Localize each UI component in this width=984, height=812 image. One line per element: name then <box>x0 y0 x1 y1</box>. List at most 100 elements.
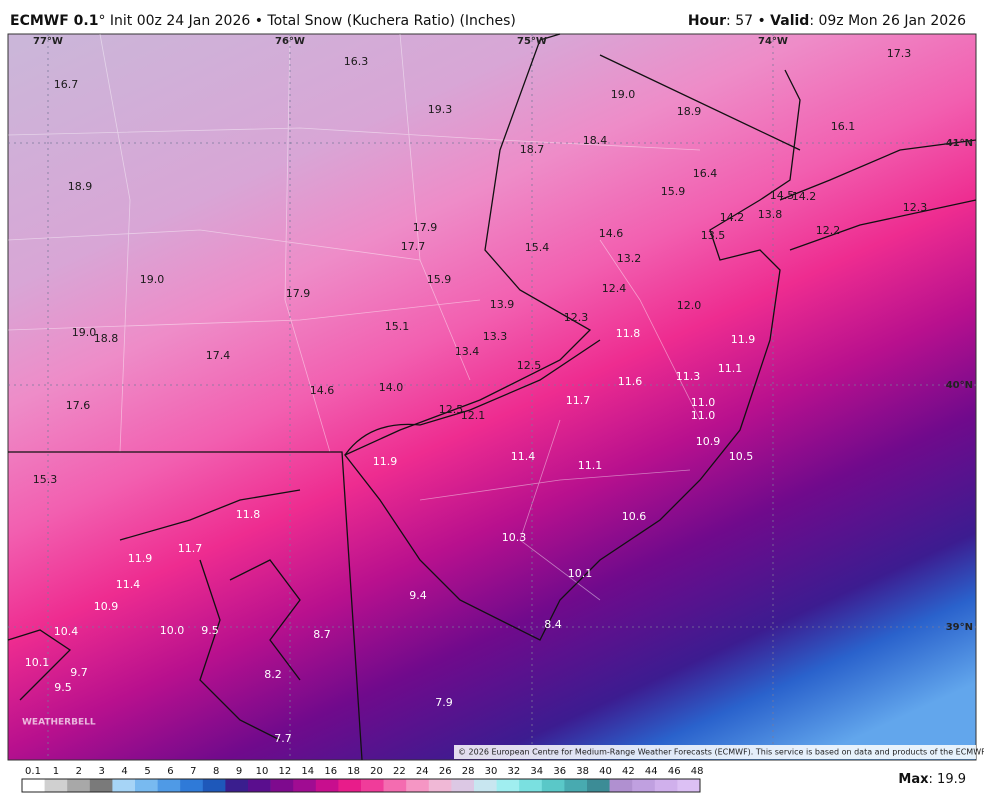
snow-value: 11.7 <box>178 542 203 555</box>
text-run: Valid <box>770 13 809 29</box>
snow-value: 17.3 <box>887 47 912 60</box>
text-run: : 19.9 <box>929 772 966 787</box>
legend-swatch <box>248 779 271 792</box>
legend-swatch <box>202 779 226 792</box>
legend-swatch <box>22 779 45 792</box>
snow-value: 17.9 <box>413 221 438 234</box>
snow-value: 16.1 <box>831 120 856 133</box>
copyright-bg <box>454 745 976 759</box>
legend-swatch <box>406 779 430 792</box>
legend-tick: 7 <box>190 766 196 777</box>
snow-value: 12.0 <box>677 299 702 312</box>
legend-swatch <box>225 779 249 792</box>
snow-value: 13.2 <box>617 252 642 265</box>
snow-value: 19.0 <box>611 88 636 101</box>
legend-tick: 12 <box>279 766 292 777</box>
legend-swatch <box>67 779 91 792</box>
legend-swatch <box>564 779 588 792</box>
legend-tick: 28 <box>462 766 475 777</box>
snow-value: 9.4 <box>409 589 427 602</box>
legend-swatch <box>180 779 204 792</box>
legend-swatch <box>587 779 610 792</box>
snow-value: 12.5 <box>517 359 542 372</box>
legend-tick: 24 <box>416 766 429 777</box>
snow-value: 10.4 <box>54 625 79 638</box>
snow-value: 18.8 <box>94 332 119 345</box>
legend-swatch <box>496 779 520 792</box>
snow-value: 11.3 <box>676 370 701 383</box>
legend-swatch <box>293 779 317 792</box>
latitude-label: 40°N <box>946 380 973 391</box>
snow-value: 14.5 <box>770 189 795 202</box>
snow-value: 11.1 <box>578 459 603 472</box>
geo-labels: 77°W 76°W 75°W 74°W 41°N 40°N 39°N <box>33 36 973 633</box>
logo: WEATHERBELL <box>22 718 96 728</box>
legend-tick: 34 <box>530 766 543 777</box>
snow-value: 16.3 <box>344 55 369 68</box>
legend-tick: 10 <box>256 766 269 777</box>
snow-value: 17.4 <box>206 349 231 362</box>
snow-value: 9.5 <box>201 624 219 637</box>
legend-tick: 5 <box>144 766 150 777</box>
snow-value: 12.1 <box>461 409 486 422</box>
snow-value: 16.7 <box>54 78 79 91</box>
snow-values: 16.7 16.3 19.3 19.0 18.9 17.3 16.1 18.7 18.4 18.9… <box>25 47 928 745</box>
legend-swatch <box>44 779 68 792</box>
legend-swatch <box>519 779 543 792</box>
legend-tick: 20 <box>370 766 383 777</box>
snow-value: 18.7 <box>520 143 545 156</box>
snow-value: 10.0 <box>160 624 185 637</box>
legend-frame <box>21 778 701 793</box>
legend-tick: 32 <box>508 766 521 777</box>
snow-value: 14.6 <box>599 227 624 240</box>
snow-value: 10.9 <box>94 600 119 613</box>
snow-value: 11.9 <box>731 333 756 346</box>
legend-tick: 1 <box>53 766 59 777</box>
snow-value: 13.4 <box>455 345 480 358</box>
snow-value: 8.2 <box>264 668 282 681</box>
legend-tick: 4 <box>121 766 127 777</box>
snow-value: 11.8 <box>616 327 641 340</box>
legend-swatch <box>383 779 407 792</box>
legend-swatch <box>428 779 452 792</box>
header-left: ECMWF 0.1° Init 00z 24 Jan 2026 • Total … <box>10 13 516 29</box>
snow-value: 10.1 <box>25 656 50 669</box>
legend-swatch <box>157 779 181 792</box>
snow-value: 11.4 <box>511 450 536 463</box>
snow-value: 11.7 <box>566 394 591 407</box>
snow-value: 10.6 <box>622 510 647 523</box>
text-run: : 57 • <box>726 13 770 29</box>
snow-value: 13.5 <box>701 229 726 242</box>
legend: 0.1 1 2 3 4 5 6 7 8 9 10 12 14 16 18 20 22 24 26 28 30 32 34 36… <box>21 766 704 793</box>
legend-tick: 14 <box>301 766 314 777</box>
snow-value: 17.9 <box>286 287 311 300</box>
county-lines <box>7 33 701 601</box>
snow-value: 11.8 <box>236 508 261 521</box>
snow-value: 9.5 <box>54 681 72 694</box>
latitude-label: 39°N <box>946 622 973 633</box>
legend-tick: 30 <box>485 766 498 777</box>
legend-tick: 3 <box>99 766 105 777</box>
longitude-label: 75°W <box>517 36 547 47</box>
borders <box>7 33 977 761</box>
snow-value: 17.6 <box>66 399 91 412</box>
longitude-label: 77°W <box>33 36 63 47</box>
snow-value: 14.0 <box>379 381 404 394</box>
snow-value: 14.6 <box>310 384 335 397</box>
legend-tick: 26 <box>439 766 452 777</box>
snow-value: 11.4 <box>116 578 141 591</box>
legend-tick: 38 <box>576 766 589 777</box>
snow-value: 16.4 <box>693 167 718 180</box>
legend-tick: 2 <box>76 766 82 777</box>
snow-value: 18.9 <box>677 105 702 118</box>
longitude-label: 74°W <box>758 36 788 47</box>
legend-tick: 0.1 <box>25 766 41 777</box>
legend-tick: 42 <box>622 766 635 777</box>
header-text: Max: 19.9 <box>898 772 966 787</box>
latitude-label: 41°N <box>946 138 973 149</box>
legend-tick: 48 <box>691 766 704 777</box>
snow-value: 15.1 <box>385 320 410 333</box>
snow-value: 12.3 <box>903 201 928 214</box>
snow-value: 7.7 <box>274 732 292 745</box>
